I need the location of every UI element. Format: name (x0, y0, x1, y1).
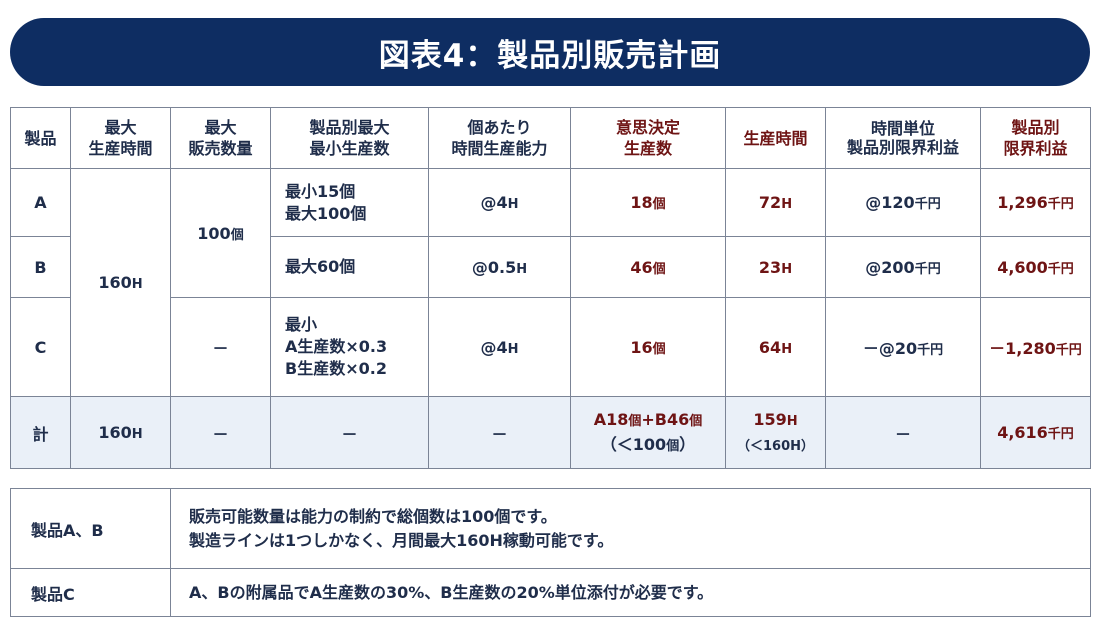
note-row: 製品C A、Bの附属品でA生産数の30%、B生産数の20%単位添付が必要です。 (10, 568, 1091, 617)
profit-cell: 1,296千円 (980, 168, 1091, 237)
header-decision: 意思決定 生産数 (570, 107, 726, 169)
total-minmax: － (270, 396, 429, 469)
table-row: B 最大60個 @0.5H 46個 23H @200千円 4,600千円 (10, 236, 1091, 298)
header-max-hours: 最大 生産時間 (70, 107, 171, 169)
max-sales-cell: 100個 (170, 168, 271, 298)
decision-cell: 46個 (570, 236, 726, 298)
profit-cell: 4,600千円 (980, 236, 1091, 298)
note-text: 販売可能数量は能力の制約で総個数は100個です。 製造ラインは1つしかなく、月間… (170, 488, 1091, 569)
header-max-sales: 最大 販売数量 (170, 107, 271, 169)
product-cell: A (10, 168, 71, 237)
note-row: 製品A、B 販売可能数量は能力の制約で総個数は100個です。 製造ラインは1つし… (10, 488, 1091, 569)
total-max-hours: 160H (70, 396, 171, 469)
table-row: C － 最小 A生産数×0.3 B生産数×0.2 @4H 16個 64H －@2… (10, 297, 1091, 397)
unit-profit-cell: －@20千円 (825, 297, 981, 397)
max-sales-cell: － (170, 297, 271, 397)
max-hours-cell: 160H (70, 168, 171, 397)
total-decision: A18個+B46個 （＜100個） (570, 396, 726, 469)
header-capacity: 個あたり 時間生産能力 (428, 107, 571, 169)
table-row: A 160H 100個 最小15個 最大100個 @4H 18個 72H @12… (10, 168, 1091, 397)
capacity-cell: @4H (428, 297, 571, 397)
product-cell: C (10, 297, 71, 397)
hours-cell: 23H (725, 236, 826, 298)
decision-cell: 18個 (570, 168, 726, 237)
profit-cell: －1,280千円 (980, 297, 1091, 397)
note-label: 製品C (10, 568, 171, 617)
total-row: 計 160H － － － A18個+B46個 （＜100個） 159H （＜16… (10, 396, 1091, 469)
page-title: 図表4：製品別販売計画 (10, 18, 1090, 86)
total-label: 計 (10, 396, 71, 469)
minmax-cell: 最小 A生産数×0.3 B生産数×0.2 (270, 297, 429, 397)
unit-profit-cell: @200千円 (825, 236, 981, 298)
total-unit-profit: － (825, 396, 981, 469)
minmax-cell: 最小15個 最大100個 (270, 168, 429, 237)
total-hours: 159H （＜160H） (725, 396, 826, 469)
note-label: 製品A、B (10, 488, 171, 569)
header-minmax: 製品別最大 最小生産数 (270, 107, 429, 169)
product-cell: B (10, 236, 71, 298)
total-max-sales: － (170, 396, 271, 469)
header-unit-profit: 時間単位 製品別限界利益 (825, 107, 981, 169)
hours-cell: 72H (725, 168, 826, 237)
decision-cell: 16個 (570, 297, 726, 397)
unit-profit-cell: @120千円 (825, 168, 981, 237)
sales-plan-table: 製品 最大 生産時間 最大 販売数量 製品別最大 最小生産数 個あたり 時間生産能力 意… (10, 107, 1091, 469)
capacity-cell: @4H (428, 168, 571, 237)
header-product: 製品 (10, 107, 71, 169)
minmax-cell: 最大60個 (270, 236, 429, 298)
hours-cell: 64H (725, 297, 826, 397)
header-row: 製品 最大 生産時間 最大 販売数量 製品別最大 最小生産数 個あたり 時間生産能力 意… (10, 107, 1091, 169)
header-hours: 生産時間 (725, 107, 826, 169)
notes-table: 製品A、B 販売可能数量は能力の制約で総個数は100個です。 製造ラインは1つし… (10, 488, 1091, 617)
capacity-cell: @0.5H (428, 236, 571, 298)
header-profit: 製品別 限界利益 (980, 107, 1091, 169)
note-text: A、Bの附属品でA生産数の30%、B生産数の20%単位添付が必要です。 (170, 568, 1091, 617)
total-capacity: － (428, 396, 571, 469)
total-profit: 4,616千円 (980, 396, 1091, 469)
